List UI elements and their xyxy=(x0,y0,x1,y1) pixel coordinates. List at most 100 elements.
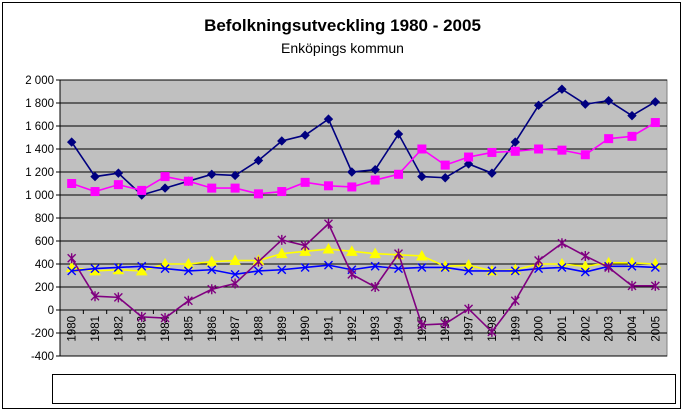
data-point xyxy=(627,261,637,271)
x-tick-label: 1990 xyxy=(300,316,312,342)
data-point xyxy=(300,177,310,187)
data-point xyxy=(440,173,450,183)
data-point xyxy=(183,295,193,306)
series-inflyttade xyxy=(66,84,661,200)
data-point xyxy=(650,118,660,128)
series-line xyxy=(71,264,656,276)
data-point xyxy=(440,318,450,329)
data-point xyxy=(394,264,404,274)
series-döda xyxy=(67,260,660,279)
x-tick-label: 1994 xyxy=(394,315,406,341)
data-point xyxy=(207,183,217,193)
y-tick-label: 400 xyxy=(35,259,54,271)
data-point xyxy=(369,247,382,259)
data-point xyxy=(230,269,240,279)
data-point xyxy=(462,259,475,270)
data-point xyxy=(275,247,288,259)
data-point xyxy=(534,144,544,154)
x-tick-label: 1983 xyxy=(137,316,149,342)
data-point xyxy=(394,169,404,179)
data-point xyxy=(90,264,100,274)
x-tick-label: 1992 xyxy=(347,316,359,342)
data-point xyxy=(557,262,567,272)
data-point xyxy=(393,129,404,139)
data-point xyxy=(277,265,287,275)
data-point xyxy=(487,168,497,178)
x-tick-label: 2004 xyxy=(627,315,639,341)
data-point xyxy=(347,182,357,192)
data-point xyxy=(417,144,427,154)
data-point xyxy=(347,269,357,280)
y-tick-label: -400 xyxy=(31,351,54,363)
data-point xyxy=(113,168,124,178)
data-point xyxy=(417,319,427,330)
data-point xyxy=(322,243,335,254)
data-point xyxy=(417,262,427,272)
data-point xyxy=(277,136,287,146)
x-tick-label: 1999 xyxy=(510,316,522,342)
x-tick-label: 1980 xyxy=(67,316,79,342)
data-point xyxy=(416,249,428,261)
data-point xyxy=(627,131,637,141)
data-point xyxy=(650,97,661,107)
y-tick-label: 1 200 xyxy=(25,167,54,179)
data-point xyxy=(417,171,427,182)
data-point xyxy=(67,179,77,188)
data-point xyxy=(347,167,357,177)
data-point xyxy=(464,152,474,162)
data-point xyxy=(510,266,520,276)
data-point xyxy=(510,137,520,147)
data-point xyxy=(650,262,660,272)
data-point xyxy=(207,284,217,295)
data-point xyxy=(370,164,380,175)
data-point xyxy=(627,110,637,121)
chart-title: Befolkningsutveckling 1980 - 2005 xyxy=(204,16,481,35)
data-point xyxy=(323,181,333,191)
data-point xyxy=(113,180,123,190)
data-point xyxy=(510,146,520,156)
data-point xyxy=(253,256,263,267)
x-tick-label: 1981 xyxy=(90,316,102,342)
data-point xyxy=(135,264,148,276)
x-tick-label: 1986 xyxy=(207,316,219,342)
data-point xyxy=(66,137,77,147)
data-point xyxy=(137,311,147,322)
data-point xyxy=(137,261,147,271)
data-point xyxy=(90,187,100,197)
legend xyxy=(52,374,676,404)
data-point xyxy=(604,262,614,273)
data-point xyxy=(182,257,195,269)
x-tick-label: 2005 xyxy=(650,316,662,342)
series-line xyxy=(70,222,656,334)
data-point xyxy=(580,267,590,277)
data-point xyxy=(487,147,497,157)
data-point xyxy=(650,280,660,291)
data-point xyxy=(370,175,380,185)
x-tick-label: 1988 xyxy=(253,316,265,342)
data-point xyxy=(487,266,497,276)
data-point xyxy=(277,234,287,245)
data-point xyxy=(534,255,544,266)
data-point xyxy=(579,260,592,271)
data-point xyxy=(603,95,614,106)
data-point xyxy=(90,291,100,302)
data-point xyxy=(464,303,474,314)
y-tick-label: 1 400 xyxy=(25,144,54,156)
data-point xyxy=(627,280,637,291)
data-point xyxy=(300,262,310,272)
data-point xyxy=(510,295,520,306)
data-point xyxy=(440,262,450,272)
series-utflyttade xyxy=(67,118,660,199)
data-point xyxy=(67,253,77,264)
data-point xyxy=(113,292,123,303)
data-point xyxy=(230,170,240,181)
x-tick-label: 2000 xyxy=(534,316,546,342)
data-point xyxy=(323,260,333,270)
x-tick-label: 1993 xyxy=(370,316,382,342)
data-point xyxy=(67,266,77,276)
data-point xyxy=(277,187,287,197)
data-point xyxy=(300,130,310,140)
x-tick-label: 1997 xyxy=(464,316,476,342)
x-tick-label: 2001 xyxy=(557,316,569,342)
